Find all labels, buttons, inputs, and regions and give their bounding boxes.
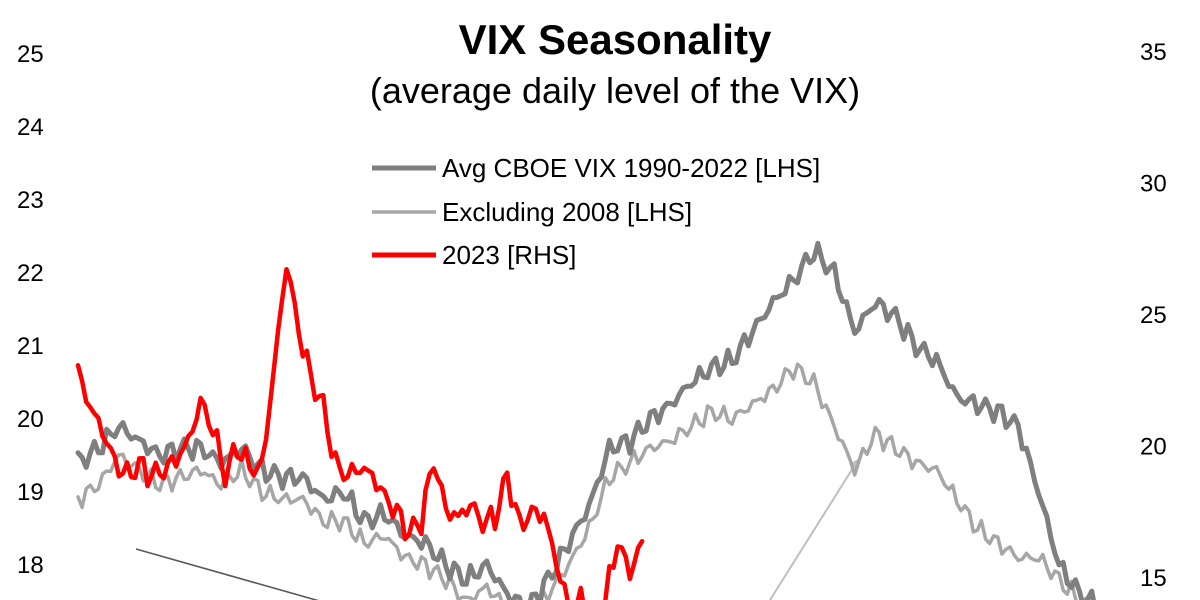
right-tick-label: 15 [1140,565,1167,592]
right-tick-label: 20 [1140,434,1167,461]
left-tick-label: 24 [17,114,44,141]
series-lines [75,240,1096,600]
legend: Avg CBOE VIX 1990-2022 [LHS] Excluding 20… [372,153,820,270]
left-tick-label: 19 [17,479,44,506]
right-axis-ticks: 15 20 25 30 35 [1140,39,1167,592]
annotations [135,458,860,600]
left-tick-label: 25 [17,41,44,68]
left-tick-label: 20 [17,406,44,433]
chart-subtitle: (average daily level of the VIX) [369,70,861,111]
legend-label: Avg CBOE VIX 1990-2022 [LHS] [442,153,820,183]
avg-vix-line [75,240,1096,600]
right-tick-label: 30 [1140,171,1167,198]
downtrend-line [135,548,319,600]
right-tick-label: 35 [1140,39,1167,66]
left-tick-label: 21 [17,333,44,360]
left-tick-label: 23 [17,187,44,214]
right-tick-label: 25 [1140,302,1167,329]
excluding-2008-line [76,362,1091,600]
left-tick-label: 18 [17,552,44,579]
legend-label: 2023 [RHS] [442,240,576,270]
legend-label: Excluding 2008 [LHS] [442,197,692,227]
left-tick-label: 22 [17,260,44,287]
chart-title: VIX Seasonality [458,16,772,63]
uptrend-arrow [769,458,860,600]
vix-2023-line [75,266,645,600]
left-axis-ticks: 18 19 20 21 22 23 24 25 [17,41,44,579]
